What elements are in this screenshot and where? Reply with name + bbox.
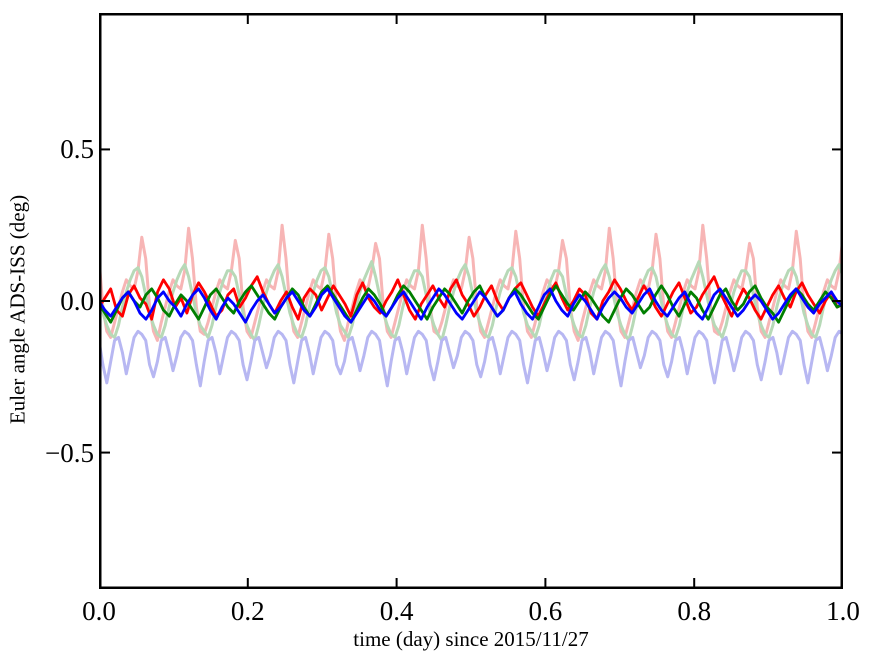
series-angle-2-orbital-pale-green (99, 260, 843, 342)
series-angle-2-residual-green (99, 284, 843, 324)
plot-area (99, 13, 843, 589)
x-tick-label: 0.4 (379, 596, 414, 626)
x-tick-label: 0.8 (677, 596, 712, 626)
chart-canvas (99, 13, 843, 589)
x-tick-label: 1.0 (826, 596, 860, 626)
y-tick-label: −0.5 (45, 437, 94, 468)
x-tick-label: 0.0 (82, 596, 116, 626)
x-tick-label: 0.6 (528, 596, 563, 626)
y-tick-label: 0.5 (60, 134, 94, 165)
x-axis-label: time (day) since 2015/11/27 (353, 627, 589, 651)
x-tick-label: 0.2 (230, 596, 265, 626)
series-angle-3-residual-blue (99, 287, 843, 324)
y-tick-label: 0.0 (60, 286, 94, 316)
axes-frame (99, 13, 843, 589)
series-angle-3-orbital-pale-blue (99, 329, 843, 388)
